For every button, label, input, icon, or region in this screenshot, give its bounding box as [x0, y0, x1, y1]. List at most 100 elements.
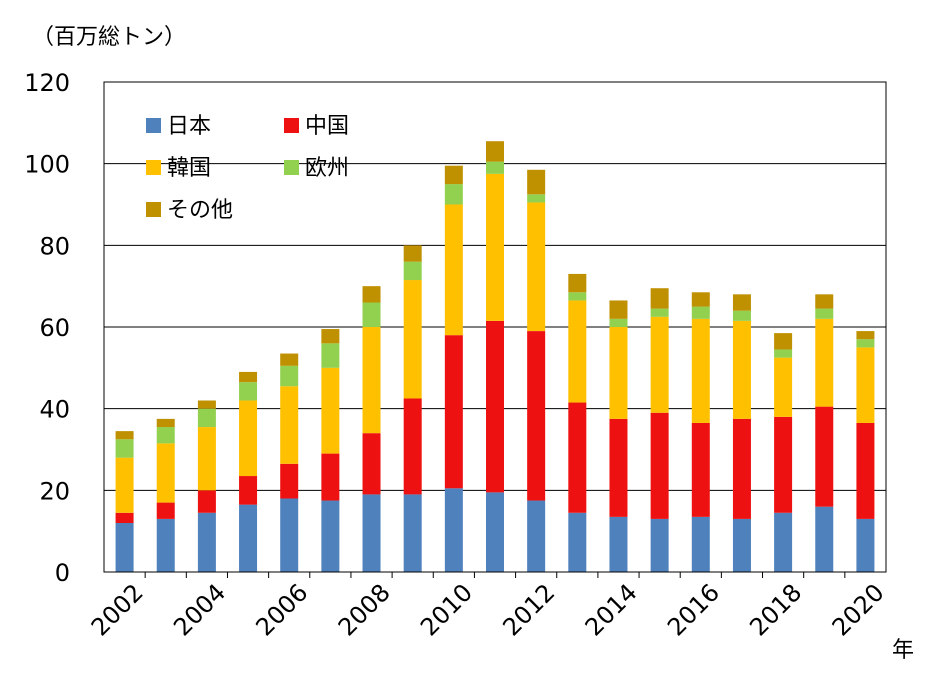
x-tick-label: 2018	[744, 578, 807, 641]
bar-segment	[239, 382, 258, 401]
bar-segment	[444, 204, 463, 336]
legend-swatch	[146, 118, 161, 133]
bar-segment	[362, 327, 381, 434]
y-axis-unit-label: （百万総トン）	[32, 25, 186, 50]
bar-segment	[774, 349, 793, 358]
bar-segment	[239, 476, 258, 505]
bar-segment	[156, 443, 175, 503]
bar-segment	[568, 273, 587, 293]
bar-segment	[609, 418, 628, 517]
bar-segment	[115, 439, 134, 458]
bar-segment	[239, 371, 258, 383]
bar-segment	[444, 165, 463, 185]
bar-segment	[815, 308, 834, 319]
legend-swatch	[284, 160, 299, 175]
bar-segment	[774, 416, 793, 513]
y-tick-label: 40	[39, 396, 70, 424]
x-tick-label: 2014	[580, 578, 643, 641]
bar-segment	[732, 310, 751, 321]
y-tick-label: 20	[39, 477, 70, 505]
bar-segment	[197, 490, 216, 513]
bar-segment	[527, 169, 546, 195]
bar-segment	[691, 422, 710, 517]
bar-segment	[321, 453, 340, 501]
bar-segment	[774, 512, 793, 572]
bar-segment	[321, 367, 340, 454]
bar-segment	[362, 494, 381, 572]
legend-label: その他	[167, 198, 233, 223]
bar-segment	[650, 288, 669, 309]
legend-label: 韓国	[167, 156, 211, 181]
y-tick-label: 80	[39, 232, 70, 260]
bar-segment	[403, 494, 422, 572]
bar-segment	[815, 506, 834, 572]
bar-segment	[156, 418, 175, 428]
x-tick-label: 2008	[333, 578, 396, 641]
bar-segment	[527, 202, 546, 332]
bar-segment	[197, 400, 216, 409]
bar-segment	[609, 516, 628, 572]
bar-segment	[444, 488, 463, 572]
bar-segment	[321, 329, 340, 344]
bar-segment	[732, 518, 751, 572]
bar-segment	[197, 512, 216, 572]
x-tick-label: 2002	[86, 578, 149, 641]
y-tick-labels: 0 20 40 60 80 100 120	[24, 69, 70, 587]
bar-segment	[650, 412, 669, 519]
y-tick-label: 100	[24, 151, 70, 179]
bar-segment	[156, 518, 175, 572]
bar-segment	[403, 280, 422, 399]
bar-segment	[774, 333, 793, 350]
legend-label: 中国	[305, 114, 349, 139]
bar-segment	[527, 331, 546, 501]
bar-segment	[691, 516, 710, 572]
bar-segment	[856, 339, 875, 348]
bar-segment	[691, 292, 710, 307]
bar-segment	[650, 316, 669, 413]
x-tick-label: 2012	[497, 578, 560, 641]
bar-segment	[362, 302, 381, 327]
x-tick-label: 2016	[662, 578, 725, 641]
bar-segment	[732, 294, 751, 311]
bar-segment	[403, 261, 422, 281]
bar-segment	[609, 318, 628, 327]
bar-segment	[486, 173, 504, 321]
bar-segment	[856, 518, 875, 572]
bars	[115, 141, 875, 572]
x-tick-label: 2004	[168, 578, 231, 641]
x-tick-labels: 2002 2004 2006 2008 2010 2012 2014 2016 2018 2020	[86, 578, 890, 641]
bar-segment	[856, 422, 875, 519]
bar-segment	[156, 502, 175, 519]
bar-segment	[609, 300, 628, 319]
bar-segment	[691, 318, 710, 423]
bar-segment	[732, 320, 751, 419]
bar-segment	[486, 320, 504, 493]
bar-segment	[691, 306, 710, 319]
bar-segment	[486, 161, 504, 174]
plot-frame	[103, 81, 887, 573]
bar-segment	[280, 498, 299, 572]
y-tick-label: 60	[39, 314, 70, 342]
bar-segment	[362, 433, 381, 495]
bar-segment	[815, 406, 834, 507]
bar-segment	[444, 184, 463, 205]
bar-segment	[115, 431, 134, 440]
bar-segment	[486, 492, 504, 572]
bar-segment	[568, 512, 587, 572]
bar-segment	[527, 194, 546, 203]
bar-segment	[280, 463, 299, 499]
x-tick-label: 2006	[250, 578, 313, 641]
legend-label: 日本	[167, 114, 211, 139]
y-tick-label: 0	[55, 559, 70, 587]
bar-segment	[280, 386, 299, 464]
legend-swatch	[146, 160, 161, 175]
legend-swatch	[284, 118, 299, 133]
axes	[103, 81, 887, 578]
bar-segment	[650, 308, 669, 317]
bar-segment	[444, 335, 463, 489]
x-tick-label: 2010	[415, 578, 478, 641]
bar-segment	[115, 523, 134, 572]
bar-segment	[280, 353, 299, 366]
bar-segment	[239, 400, 258, 477]
